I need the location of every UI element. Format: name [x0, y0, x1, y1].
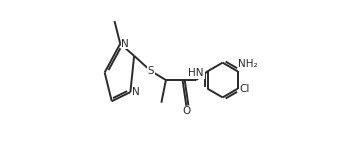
Text: N: N [132, 87, 140, 97]
Text: Cl: Cl [240, 84, 250, 94]
Text: O: O [182, 106, 190, 116]
Text: S: S [147, 66, 154, 76]
Text: NH₂: NH₂ [239, 59, 258, 69]
Text: HN: HN [188, 68, 204, 78]
Text: N: N [121, 39, 129, 49]
